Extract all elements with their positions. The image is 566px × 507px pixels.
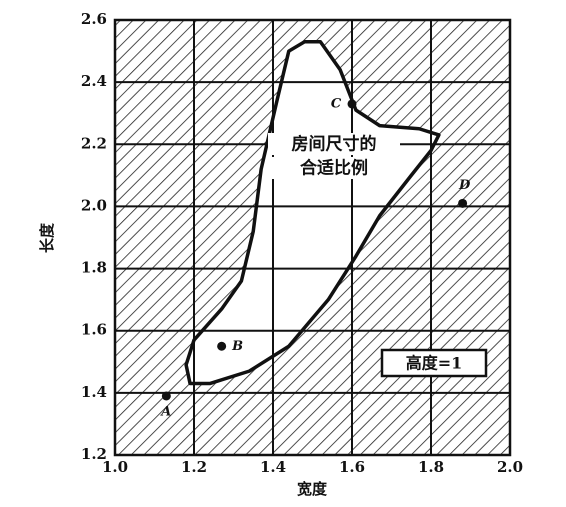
x-tick-label: 1.0 bbox=[102, 458, 128, 476]
point-label: B bbox=[231, 339, 243, 354]
region-label-bg bbox=[268, 133, 400, 155]
x-tick-label: 1.8 bbox=[418, 458, 444, 476]
region-fill bbox=[186, 41, 439, 384]
y-tick-label: 1.2 bbox=[81, 445, 107, 463]
point-label: A bbox=[159, 404, 171, 419]
region-outline bbox=[184, 40, 441, 386]
point-label: C bbox=[331, 96, 342, 111]
y-tick-label: 2.2 bbox=[81, 134, 107, 152]
region-label: 合适比例 bbox=[300, 158, 368, 179]
point bbox=[458, 198, 468, 208]
x-tick-label: 1.6 bbox=[339, 458, 365, 476]
y-tick-label: 1.6 bbox=[81, 321, 107, 339]
y-tick-label: 1.8 bbox=[81, 259, 107, 277]
x-tick-label: 1.4 bbox=[260, 458, 286, 476]
y-tick-label: 2.0 bbox=[81, 196, 107, 214]
y-tick-label: 2.6 bbox=[81, 10, 107, 28]
annotation-box bbox=[380, 348, 488, 378]
region-label: 房间尺寸的 bbox=[292, 134, 377, 155]
y-tick-label: 1.4 bbox=[81, 383, 107, 401]
y-tick-label: 2.4 bbox=[81, 72, 107, 90]
y-axis-title: 长度 bbox=[38, 222, 56, 253]
x-tick-label: 1.2 bbox=[181, 458, 207, 476]
region-label-bg bbox=[268, 157, 400, 179]
point bbox=[161, 391, 171, 401]
plot-frame bbox=[113, 18, 512, 457]
point bbox=[217, 341, 227, 351]
point-label: D bbox=[458, 178, 471, 193]
x-axis-title: 宽度 bbox=[296, 480, 328, 498]
annotation: 高度=1 bbox=[406, 354, 463, 373]
point bbox=[347, 99, 357, 109]
x-tick-label: 2.0 bbox=[497, 458, 523, 476]
